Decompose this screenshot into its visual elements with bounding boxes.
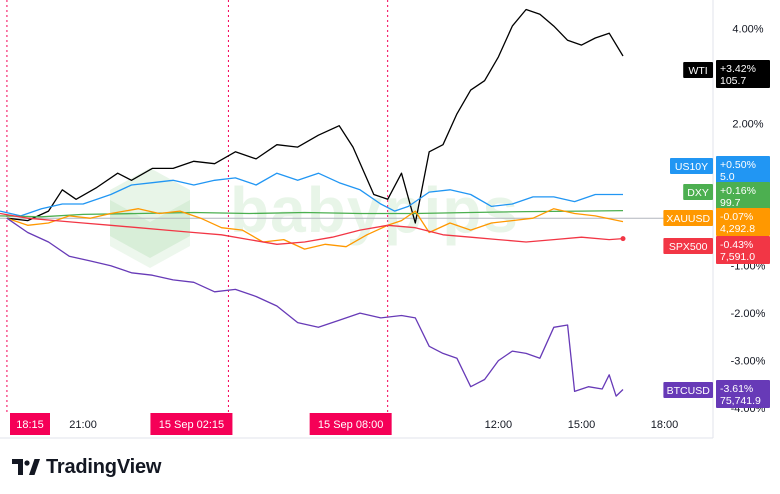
series-value-badge-btcusd — [716, 380, 770, 408]
series-line-btcusd[interactable] — [6, 217, 624, 397]
series-name-badge-spx500[interactable] — [663, 238, 713, 254]
series-value-badge-us10y — [716, 156, 770, 184]
series-name-badge-wti[interactable] — [683, 62, 713, 78]
series-last-label: 99.7 — [720, 197, 741, 209]
x-tick-label: 15:00 — [568, 419, 596, 431]
series-last-label: 105.7 — [720, 75, 746, 87]
series-name-label: SPX500 — [669, 241, 708, 253]
series-name-badge-btcusd[interactable] — [663, 382, 713, 398]
series-name-label: WTI — [688, 65, 707, 77]
series-change-label: +0.50% — [720, 159, 756, 171]
x-tick-label: 12:00 — [485, 419, 513, 431]
series-line-xauusd[interactable] — [6, 208, 624, 250]
series-last-label: 7,591.0 — [720, 251, 755, 263]
tradingview-footer[interactable]: TradingView — [12, 453, 161, 481]
series-name-label: DXY — [687, 187, 709, 199]
time-highlight-badge — [150, 413, 233, 435]
series-change-label: -3.61% — [720, 383, 753, 395]
series-name-label: BTCUSD — [667, 385, 711, 397]
series-change-label: -0.43% — [720, 239, 753, 251]
y-tick-label: 2.00% — [732, 118, 763, 130]
tradingview-logo-icon — [12, 459, 40, 475]
time-highlight-label: 18:15 — [16, 419, 44, 431]
time-highlight-label: 15 Sep 02:15 — [159, 419, 224, 431]
y-tick-label: 4.00% — [732, 23, 763, 35]
series-change-label: +3.42% — [720, 63, 756, 75]
series-change-label: +0.16% — [720, 185, 756, 197]
series-line-wti[interactable] — [6, 8, 624, 224]
series-name-badge-dxy[interactable] — [683, 184, 713, 200]
series-value-badge-wti — [716, 60, 770, 88]
watermark-text: babypips — [230, 174, 519, 246]
series-line-dxy[interactable] — [0, 209, 624, 218]
series-name-label: US10Y — [675, 161, 708, 173]
series-name-badge-xauusd[interactable] — [663, 210, 713, 226]
time-highlight-label: 15 Sep 08:00 — [318, 419, 383, 431]
series-value-badge-spx500 — [716, 236, 770, 264]
series-last-dot-spx500 — [620, 236, 626, 242]
series-value-badge-dxy — [716, 182, 770, 210]
series-line-spx500[interactable] — [0, 212, 624, 245]
time-highlight-badge — [309, 413, 392, 435]
series-line-us10y[interactable] — [0, 172, 623, 217]
tradingview-brand-text: TradingView — [46, 455, 162, 478]
x-tick-label: 21:00 — [69, 419, 97, 431]
watermark-hexagon-shade-icon — [110, 200, 190, 268]
series-name-badge-us10y[interactable] — [670, 158, 713, 174]
y-tick-label: -3.00% — [731, 356, 766, 368]
series-value-badge-xauusd — [716, 208, 770, 236]
x-tick-label: 18:00 — [651, 419, 679, 431]
series-change-label: -0.07% — [720, 211, 753, 223]
y-tick-label: -2.00% — [731, 308, 766, 320]
series-last-label: 75,741.9 — [720, 395, 761, 407]
series-last-label: 5.0 — [720, 171, 735, 183]
series-name-label: XAUUSD — [666, 213, 710, 225]
series-last-label: 4,292.8 — [720, 223, 755, 235]
time-highlight-badge — [10, 413, 50, 435]
